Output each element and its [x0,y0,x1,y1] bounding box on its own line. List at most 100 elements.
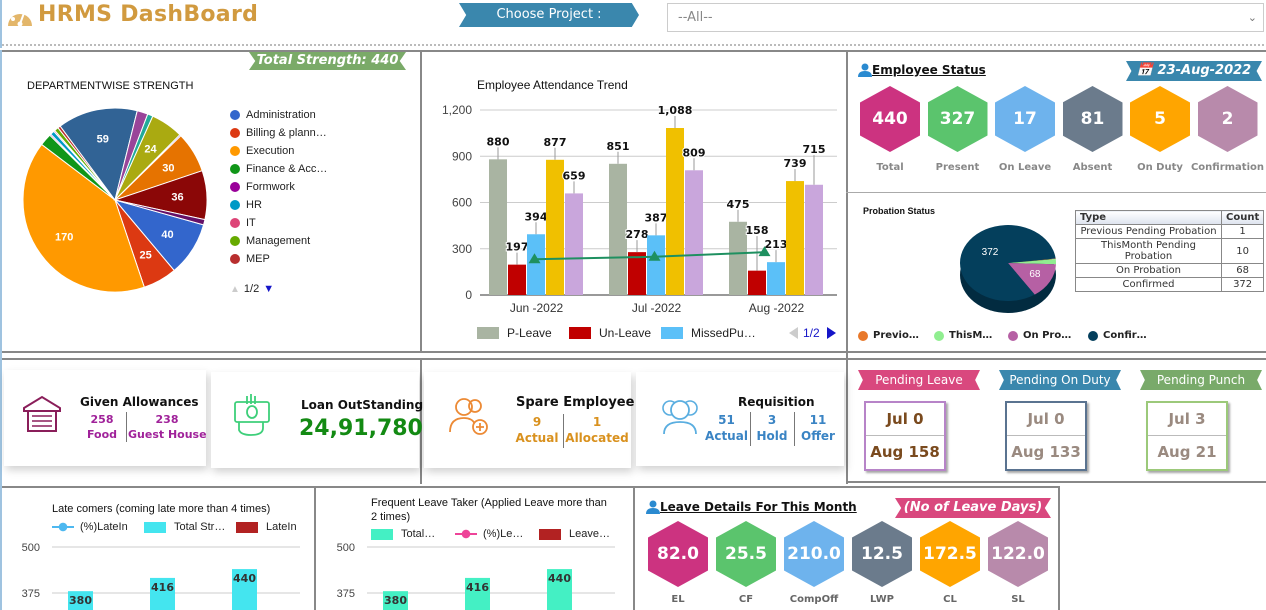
status-hex[interactable]: 81 [1062,86,1123,152]
legend-swatch [858,330,868,341]
status-hex-label: On Duty [1137,162,1183,173]
legend-item[interactable]: (%)LateIn [52,521,128,533]
bar[interactable] [565,193,583,295]
bar[interactable] [465,577,490,610]
bar[interactable] [232,569,257,610]
bar[interactable] [508,264,526,295]
pending-aug[interactable]: Aug 133 [1011,443,1081,461]
attendance-bar-chart[interactable]: 0 300 600 900 1,200 880 197 394 877 659 Jun -2022 8… [425,95,843,350]
trend-marker[interactable] [528,253,541,264]
probation-pie-chart[interactable]: 68 372 [958,218,1068,328]
legend-item[interactable]: Formwork [230,181,295,193]
legend-label[interactable]: P-Leave [507,326,552,340]
allowances-card[interactable]: Given Allowances 258 Food 238 Guest Hous… [4,370,207,466]
legend-item[interactable]: Total… [371,528,435,540]
pending-box[interactable]: Jul 0 Aug 133 [1005,401,1087,471]
legend-item[interactable]: Leave… [539,528,610,540]
pie-slice[interactable] [114,199,206,226]
pending-aug[interactable]: Aug 21 [1157,443,1217,461]
pie-slice[interactable] [960,225,1056,301]
pie-slice[interactable] [59,107,138,202]
legend-item[interactable]: IT [230,217,256,229]
pending-box[interactable]: Jul 0 Aug 158 [864,401,946,471]
leave-details-title[interactable]: Leave Details For This Month [660,500,857,514]
loan-card[interactable]: Loan OutStanding 24,91,780 [211,372,423,468]
pie-slice[interactable] [22,143,145,293]
bar[interactable] [786,181,804,295]
late-comers-chart[interactable]: 500 375 380 416 440 [10,535,310,610]
pending-jul[interactable]: Jul 3 [1148,403,1226,436]
pager-next-icon[interactable] [827,327,836,339]
bar[interactable] [647,235,665,295]
pending-jul[interactable]: Jul 0 [1007,403,1085,436]
leave-hex[interactable]: 25.5 [716,521,776,587]
bar[interactable] [729,221,747,295]
legend-item[interactable]: (%)Le… [455,528,523,540]
legend-item[interactable]: Confir… [1088,330,1147,341]
pie-slice-label: 170 [55,232,73,244]
pager-prev-icon[interactable]: ▲ [230,283,240,295]
legend-item[interactable]: Billing & plann… [230,127,327,139]
legend-label[interactable]: MissedPu… [691,326,756,340]
legend-label[interactable]: Un-Leave [599,326,651,340]
department-pie-chart[interactable]: 40 25 170 59 24 30 36 [20,105,220,305]
bar[interactable] [628,252,646,295]
leave-hex[interactable]: 172.5 [920,521,980,587]
pie-slice[interactable] [1008,258,1056,263]
table-header: Count [1220,210,1265,225]
requisition-card[interactable]: Requisition 51 Actual 3 Hold 11 Offer [636,372,844,466]
leave-hex[interactable]: 210.0 [784,521,844,587]
trend-marker[interactable] [648,250,661,261]
legend-item[interactable]: On Pro… [1008,330,1071,341]
legend-item[interactable]: Management [230,235,310,247]
status-hex[interactable]: 5 [1130,86,1190,152]
bar[interactable] [527,234,545,295]
bar[interactable] [748,270,766,295]
project-select[interactable]: --All-- ⌄ [667,3,1264,32]
employee-status-title[interactable]: Employee Status [872,63,986,77]
status-hex[interactable]: 440 [860,86,920,152]
bar[interactable] [767,262,785,295]
pending-jul[interactable]: Jul 0 [866,403,944,436]
legend-item[interactable]: MEP [230,253,270,265]
legend-item[interactable]: Total Str… [144,521,225,533]
bar[interactable] [546,159,564,295]
legend-item[interactable]: Finance & Acc… [230,163,327,175]
card-title: Given Allowances [80,395,199,409]
leave-hex[interactable]: 82.0 [648,521,708,587]
legend-item[interactable]: Administration [230,109,316,121]
frequent-leave-chart[interactable]: 500 375 380 416 440 [325,535,625,610]
pending-box[interactable]: Jul 3 Aug 21 [1146,401,1228,471]
bar-data-label: 851 [607,140,630,153]
legend-label: Finance & Acc… [246,163,328,175]
bar[interactable] [383,591,408,610]
pager-prev-icon[interactable] [789,327,798,339]
bar[interactable] [666,128,684,295]
bar[interactable] [547,569,572,610]
user-icon [646,500,660,514]
legend-item[interactable]: HR [230,199,262,211]
bar-data-label: 380 [69,594,92,607]
legend-item[interactable]: Execution [230,145,294,157]
status-hex[interactable]: 2 [1197,86,1258,152]
trend-marker[interactable] [758,246,771,257]
leave-hex[interactable]: 122.0 [988,521,1048,587]
legend-item[interactable]: LateIn [236,521,297,533]
legend-item[interactable]: ThisM… [934,330,992,341]
status-hex[interactable]: 17 [995,86,1055,152]
bar[interactable] [150,577,175,610]
pie-slice[interactable] [1008,258,1056,265]
bar[interactable] [68,591,93,610]
pie-slice[interactable] [1008,263,1056,295]
pending-aug[interactable]: Aug 158 [870,443,940,461]
leave-hex[interactable]: 12.5 [852,521,912,587]
status-hex[interactable]: 327 [927,86,988,152]
legend-item[interactable]: Previo… [858,330,919,341]
bar[interactable] [489,159,507,295]
bar[interactable] [685,170,703,295]
pager-next-icon[interactable]: ▼ [263,283,275,295]
bar[interactable] [805,184,823,295]
bar[interactable] [609,163,627,295]
spare-employee-card[interactable]: Spare Employee 9 Actual 1 Allocated [424,372,634,468]
legend-swatch [236,521,258,533]
